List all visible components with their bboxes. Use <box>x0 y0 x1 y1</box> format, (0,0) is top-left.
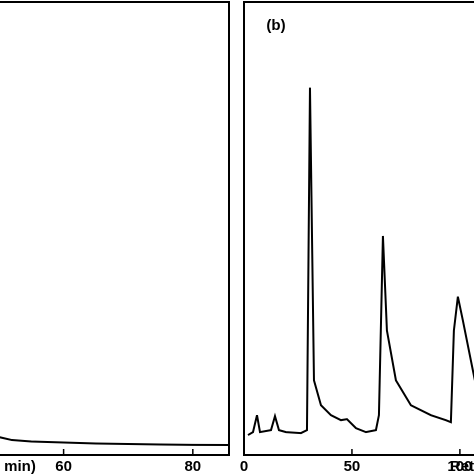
x-tick-label: 0 <box>240 458 248 474</box>
x-axis-label: Ret <box>450 458 474 474</box>
x-tick-label: 80 <box>184 458 201 474</box>
x-tick-label: 100 <box>447 458 472 474</box>
line <box>0 436 230 447</box>
plot-frame <box>243 1 474 456</box>
x-axis-label: min) <box>4 458 36 474</box>
x-tick-label: 60 <box>55 458 72 474</box>
x-tick-label: 50 <box>344 458 361 474</box>
line <box>247 87 474 436</box>
panel-title: (b) <box>266 17 285 34</box>
plot-frame <box>0 1 230 456</box>
